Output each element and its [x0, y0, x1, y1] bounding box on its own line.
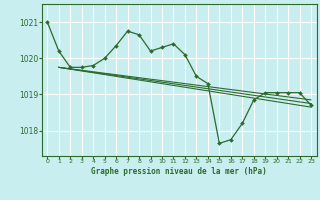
X-axis label: Graphe pression niveau de la mer (hPa): Graphe pression niveau de la mer (hPa): [91, 167, 267, 176]
